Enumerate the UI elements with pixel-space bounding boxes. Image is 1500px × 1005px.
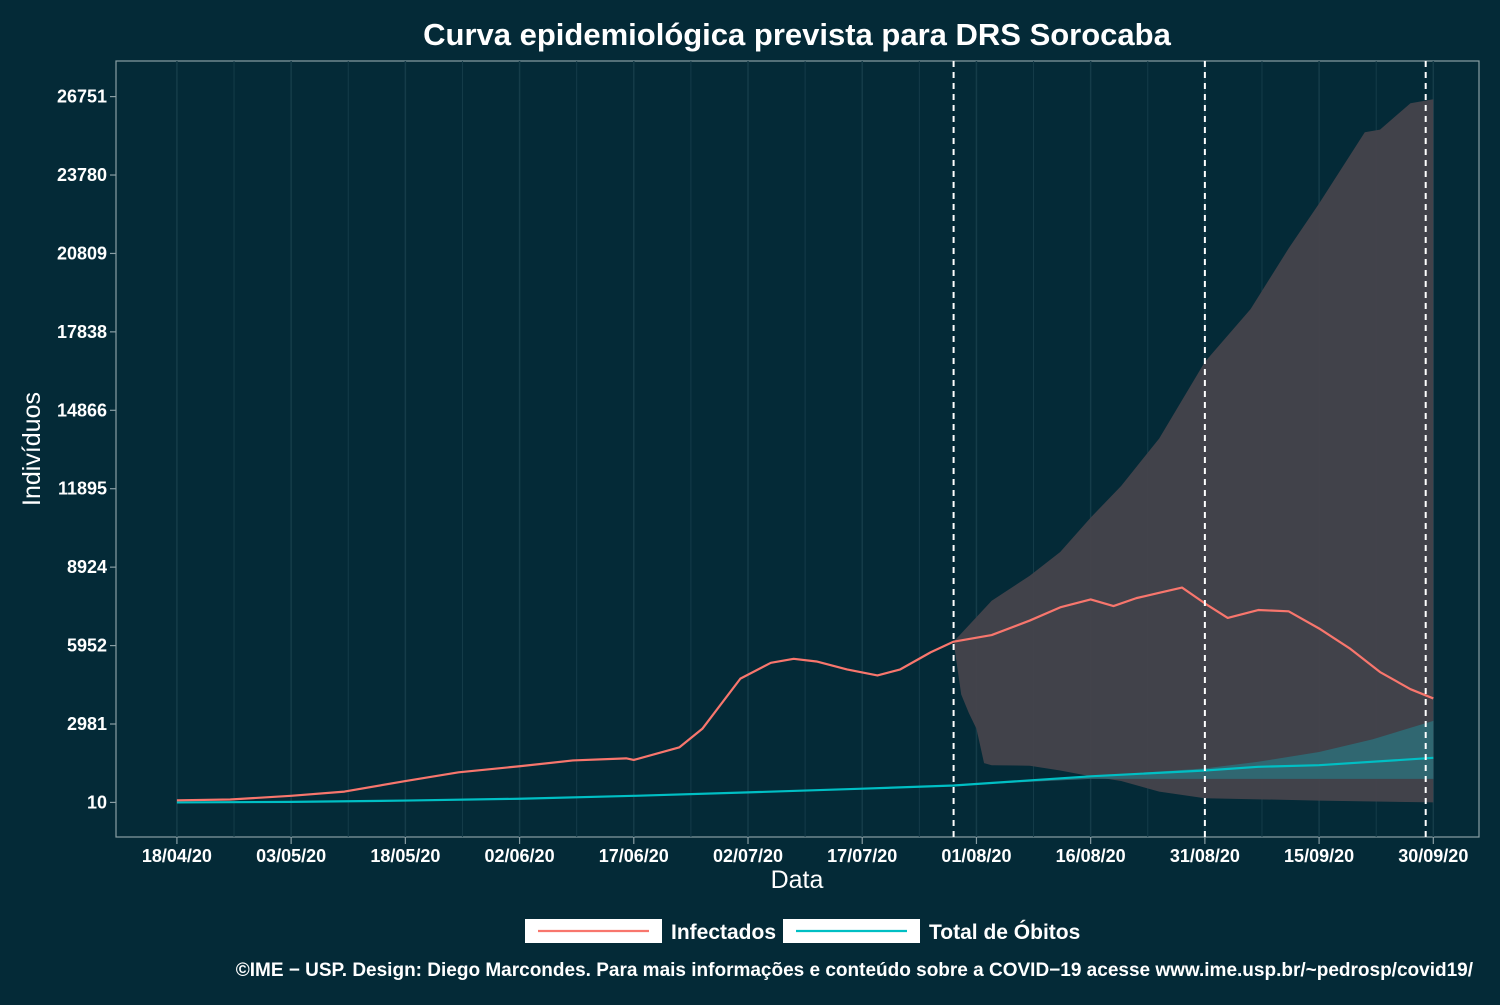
y-tick-label: 2981 [67, 714, 107, 734]
x-tick-label: 18/05/20 [370, 846, 440, 866]
x-tick-label: 16/08/20 [1056, 846, 1126, 866]
y-tick-label: 14866 [57, 400, 107, 420]
series-lines [176, 586, 1434, 804]
y-tick-label: 17838 [57, 322, 107, 342]
x-tick-label: 01/08/20 [941, 846, 1011, 866]
forecast-markers [952, 61, 1427, 837]
y-tick-label: 5952 [67, 636, 107, 656]
legend-label: Infectados [671, 921, 776, 944]
infectados-confidence-band [953, 99, 1434, 803]
x-tick-label: 18/04/20 [142, 846, 212, 866]
y-tick-label: 11895 [58, 479, 107, 499]
x-tick-label: 31/08/20 [1170, 846, 1240, 866]
chart-title: Curva epidemiológica prevista para DRS S… [423, 17, 1171, 52]
x-tick-label: 15/09/20 [1284, 846, 1354, 866]
y-tick-label: 20809 [57, 243, 107, 263]
plot-panel [115, 60, 1480, 838]
legend: Infectados Total de Óbitos [525, 919, 1080, 944]
x-tick-label: 17/07/20 [827, 846, 897, 866]
x-axis-title: Data [771, 866, 824, 894]
x-tick-label: 02/07/20 [713, 846, 783, 866]
x-tick-label: 03/05/20 [256, 846, 326, 866]
y-axis-title: Indivíduos [18, 392, 46, 506]
infectados-line [176, 586, 1434, 802]
legend-label: Total de Óbitos [929, 920, 1080, 944]
x-tick-label: 30/09/20 [1398, 846, 1468, 866]
y-tick-label: 26751 [57, 87, 107, 107]
legend-item: Infectados [525, 919, 776, 944]
panel-border [115, 60, 1480, 838]
legend-item: Total de Óbitos [783, 919, 1080, 944]
obitos-confidence-band [953, 720, 1434, 786]
y-tick-label: 23780 [57, 165, 107, 185]
obitos-line [176, 756, 1434, 804]
axes: 18/04/20 03/05/20 18/05/20 02/06/20 17/06/20… [57, 87, 1468, 866]
y-tick-label: 8924 [67, 557, 107, 577]
y-tick-label: 10 [87, 792, 107, 812]
confidence-bands [953, 99, 1434, 803]
x-tick-label: 17/06/20 [599, 846, 669, 866]
x-tick-label: 02/06/20 [485, 846, 555, 866]
footer-credit: ©IME − USP. Design: Diego Marcondes. Par… [236, 960, 1474, 981]
